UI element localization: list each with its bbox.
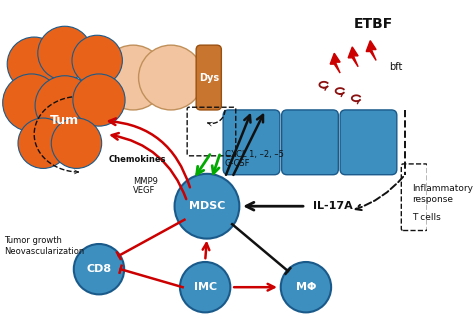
Text: G-CSF: G-CSF: [225, 159, 250, 168]
Text: bft: bft: [389, 62, 402, 72]
Text: response: response: [412, 195, 453, 204]
Polygon shape: [330, 53, 340, 73]
Text: MΦ: MΦ: [296, 282, 316, 292]
FancyBboxPatch shape: [223, 110, 280, 175]
Circle shape: [281, 262, 331, 312]
Circle shape: [35, 76, 94, 135]
Text: MMP9: MMP9: [133, 176, 158, 185]
Text: Tum: Tum: [50, 114, 79, 127]
Text: Chemokines: Chemokines: [109, 155, 166, 164]
FancyBboxPatch shape: [196, 45, 221, 110]
Text: MDSC: MDSC: [189, 201, 225, 211]
Circle shape: [73, 74, 125, 126]
Circle shape: [174, 174, 239, 239]
Text: Inflammatory: Inflammatory: [412, 184, 473, 193]
Circle shape: [51, 118, 102, 168]
Text: Tumor growth: Tumor growth: [4, 236, 63, 245]
FancyBboxPatch shape: [282, 110, 338, 175]
Circle shape: [180, 262, 230, 312]
Polygon shape: [348, 47, 358, 67]
Circle shape: [74, 244, 124, 294]
Text: IEC: IEC: [357, 71, 379, 84]
Text: VEGF: VEGF: [133, 186, 155, 196]
Text: Neovascularization: Neovascularization: [4, 247, 85, 256]
Circle shape: [101, 45, 165, 110]
Text: IMC: IMC: [193, 282, 217, 292]
Text: T cells: T cells: [412, 212, 441, 221]
Circle shape: [72, 35, 122, 86]
Circle shape: [18, 118, 68, 168]
Text: CXCL 1, –2, –5: CXCL 1, –2, –5: [225, 151, 284, 159]
Polygon shape: [366, 41, 376, 60]
Text: ETBF: ETBF: [354, 17, 393, 32]
Circle shape: [7, 37, 61, 91]
Circle shape: [38, 26, 92, 80]
Circle shape: [138, 45, 203, 110]
Circle shape: [3, 74, 60, 131]
FancyBboxPatch shape: [340, 110, 397, 175]
Text: Dys: Dys: [199, 73, 219, 83]
Text: IL-17A: IL-17A: [313, 201, 353, 211]
Text: CD8: CD8: [86, 264, 111, 274]
